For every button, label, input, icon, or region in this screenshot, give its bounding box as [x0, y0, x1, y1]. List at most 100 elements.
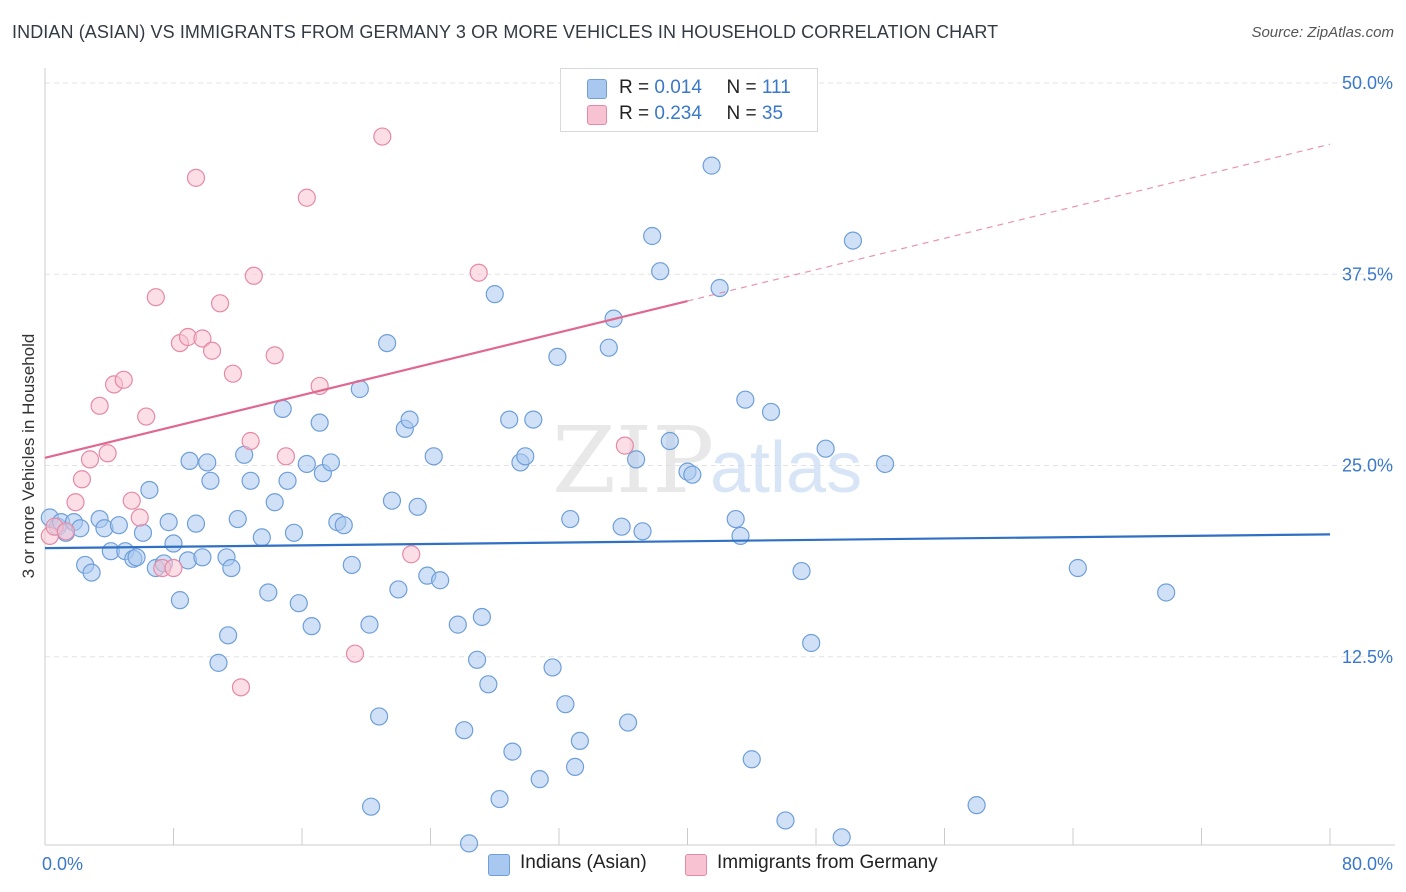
data-point — [1068, 558, 1087, 578]
data-point — [265, 346, 284, 365]
data-point — [467, 650, 487, 669]
trend-line-0 — [44, 533, 1331, 550]
grid-lines — [45, 82, 1395, 658]
data-point — [408, 497, 427, 516]
data-point — [80, 450, 100, 469]
data-point — [127, 548, 146, 567]
y-tick-label: 37.5% — [1342, 264, 1393, 284]
data-point — [530, 770, 549, 789]
data-point — [710, 278, 729, 298]
data-point — [289, 594, 308, 613]
source-label: Source: ZipAtlas.com — [1251, 24, 1394, 41]
legend-swatch-germany — [685, 854, 707, 876]
data-point — [660, 431, 679, 451]
data-point — [310, 413, 329, 432]
data-point — [875, 454, 895, 474]
data-point — [244, 266, 263, 285]
data-point — [219, 626, 238, 645]
data-point — [516, 447, 535, 466]
data-point — [485, 285, 504, 304]
data-point — [1157, 583, 1176, 602]
data-point — [382, 491, 402, 510]
axes — [44, 68, 1395, 846]
data-point — [252, 528, 271, 547]
data-point — [612, 517, 631, 536]
data-point — [241, 471, 260, 490]
data-point — [626, 450, 646, 469]
data-point — [736, 390, 755, 409]
data-point — [241, 431, 260, 451]
data-point — [201, 471, 220, 490]
data-point — [210, 294, 230, 313]
data-point — [378, 334, 397, 353]
data-point — [618, 713, 638, 732]
data-point — [761, 402, 781, 422]
trend-lines — [44, 143, 1331, 550]
data-point — [448, 615, 467, 634]
data-point — [66, 493, 85, 512]
data-point — [548, 347, 567, 366]
data-point — [90, 396, 109, 415]
data-point — [186, 168, 206, 187]
data-point — [389, 580, 408, 599]
data-point — [72, 470, 92, 489]
data-point — [370, 707, 389, 726]
data-point — [599, 338, 618, 357]
legend-swatch-pink — [587, 105, 607, 125]
series-immigrants-germany — [40, 127, 634, 697]
data-point — [198, 453, 217, 472]
data-point — [193, 329, 212, 348]
data-point — [792, 561, 811, 581]
data-point — [459, 834, 479, 853]
data-point — [186, 514, 206, 533]
data-point — [360, 615, 379, 634]
data-point — [479, 675, 498, 694]
y-tick-labels: 12.5% 25.0% 37.5% 50.0% — [1342, 73, 1393, 667]
data-point — [726, 509, 745, 529]
data-point — [297, 454, 316, 474]
data-point — [503, 742, 522, 761]
data-point — [273, 399, 292, 418]
data-point — [122, 491, 141, 510]
data-point — [742, 750, 761, 769]
watermark-atlas: atlas — [710, 428, 862, 508]
data-point — [146, 288, 165, 307]
trend-line-1 — [44, 299, 688, 459]
data-point — [424, 447, 443, 466]
data-point — [843, 231, 863, 250]
data-point — [570, 731, 589, 751]
data-point — [109, 516, 128, 535]
data-point — [361, 797, 381, 816]
data-point — [223, 364, 243, 383]
legend-swatch-indians — [488, 854, 510, 876]
data-point — [170, 591, 190, 610]
data-point — [400, 410, 419, 429]
y-tick-label: 25.0% — [1342, 456, 1393, 476]
x-tick-label-max: 80.0% — [1342, 854, 1393, 874]
data-point — [565, 757, 585, 777]
data-point — [431, 571, 450, 590]
data-point — [556, 695, 575, 714]
data-point — [469, 263, 488, 282]
data-point — [98, 444, 117, 463]
trend-line-extension-1 — [687, 143, 1331, 302]
x-tick-labels: 0.0% 80.0% — [42, 854, 1393, 874]
data-point — [543, 658, 562, 677]
data-point — [265, 493, 284, 512]
data-point — [334, 516, 353, 535]
legend-swatch-blue — [587, 79, 607, 99]
data-point — [643, 226, 662, 246]
data-point — [130, 508, 149, 527]
data-point — [342, 555, 361, 575]
data-point — [402, 545, 421, 564]
data-point — [561, 509, 580, 529]
data-point — [180, 451, 199, 471]
data-point — [321, 453, 341, 472]
data-point — [651, 262, 670, 281]
data-point — [231, 678, 251, 697]
data-point — [832, 828, 851, 847]
data-point — [500, 410, 519, 429]
data-point — [702, 156, 721, 175]
data-point — [278, 471, 297, 490]
data-point — [345, 644, 365, 663]
